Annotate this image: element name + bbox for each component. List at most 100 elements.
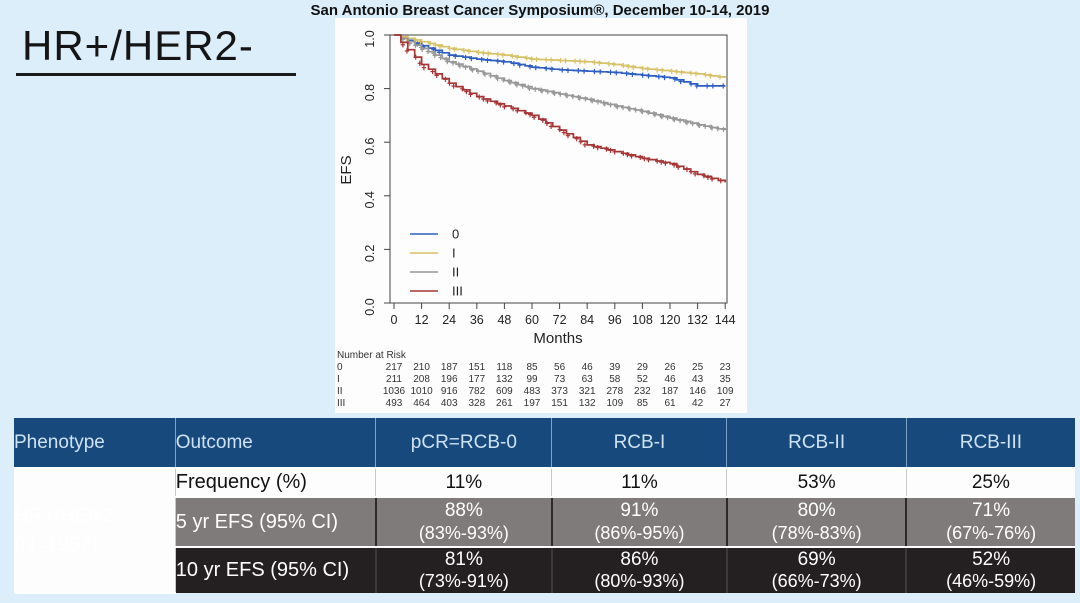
efs5-rcb2-value: 80% <box>797 500 836 522</box>
header-rcb1: RCB-I <box>551 418 728 469</box>
efs5-rcb2: 80% (78%-83%) <box>726 497 908 548</box>
plot-box <box>389 34 728 304</box>
risk-value: 109 <box>717 386 734 397</box>
x-tick-label: 132 <box>687 313 708 327</box>
risk-value: 211 <box>386 374 402 385</box>
efs10-rcb1: 86% (80%-93%) <box>551 547 728 593</box>
efs10-rcb1-ci: (80%-93%) <box>594 571 685 592</box>
header-phenotype: Phenotype <box>14 418 176 469</box>
y-tick-label: 0.0 <box>363 298 377 315</box>
header-rcb2: RCB-II <box>726 418 907 469</box>
risk-value: 27 <box>720 398 732 409</box>
efs5-rcb0-ci: (83%-93%) <box>418 522 509 543</box>
risk-value: 151 <box>551 398 568 409</box>
risk-value: 52 <box>637 374 649 385</box>
efs5-rcb3-ci: (67%-76%) <box>946 522 1037 543</box>
risk-value: 73 <box>554 374 566 385</box>
frequency-label: Frequency (%) <box>175 468 377 498</box>
efs5-row: 5 yr EFS (95% CI) 88% (83%-93%) 91% (86%… <box>14 497 1075 548</box>
frequency-rcb3: 25% <box>906 468 1075 498</box>
risk-value: 25 <box>692 362 704 373</box>
risk-value: 609 <box>496 386 513 397</box>
legend-label-I: I <box>452 246 456 261</box>
risk-value: 328 <box>468 398 485 409</box>
risk-value: 210 <box>413 362 430 373</box>
efs5-rcb1-value: 91% <box>620 500 659 522</box>
risk-value: 85 <box>637 398 649 409</box>
risk-value: 99 <box>526 374 538 385</box>
efs5-rcb2-ci: (78%-83%) <box>771 522 862 543</box>
risk-value: 39 <box>609 362 621 373</box>
page-title: HR+/HER2- <box>22 22 254 69</box>
risk-value: 196 <box>441 374 458 385</box>
risk-value: 403 <box>441 398 458 409</box>
y-tick-label: 0.8 <box>363 84 377 101</box>
symposium-header: San Antonio Breast Cancer Symposium®, De… <box>310 2 770 19</box>
risk-value: 43 <box>692 374 704 385</box>
legend-label-0: 0 <box>452 227 459 242</box>
efs10-rcb2: 69% (66%-73%) <box>726 547 908 593</box>
y-tick-label: 1.0 <box>363 30 377 47</box>
risk-value: 464 <box>413 398 430 409</box>
risk-value: 321 <box>579 386 596 397</box>
efs10-rcb3-ci: (46%-59%) <box>946 571 1037 592</box>
efs10-rcb0: 81% (73%-91%) <box>375 547 553 593</box>
frequency-row: HR+/HER2- (N=1957) Frequency (%) 11% 11%… <box>14 468 1075 594</box>
header-rcb3: RCB-III <box>906 418 1075 469</box>
efs5-rcb1: 91% (86%-95%) <box>551 497 728 548</box>
rcb-outcome-table: Phenotype Outcome pCR=RCB-0 RCB-I RCB-II… <box>14 418 1075 594</box>
phenotype-line1: HR+/HER2- <box>14 504 121 527</box>
efs10-rcb3-value: 52% <box>972 548 1011 570</box>
x-tick-label: 144 <box>715 313 736 327</box>
risk-value: 63 <box>582 374 594 385</box>
efs5-rcb3-value: 71% <box>972 500 1011 522</box>
risk-value: 493 <box>386 398 403 409</box>
risk-value: 217 <box>386 362 403 373</box>
km-curve-III <box>394 34 727 183</box>
x-axis-label: Months <box>533 330 582 347</box>
risk-value: 146 <box>689 386 706 397</box>
risk-value: 132 <box>496 374 513 385</box>
risk-value: 46 <box>664 374 676 385</box>
efs5-label: 5 yr EFS (95% CI) <box>175 497 377 548</box>
risk-value: 61 <box>664 398 676 409</box>
x-tick-label: 12 <box>415 313 429 327</box>
risk-value: 197 <box>524 398 541 409</box>
frequency-rcb2: 53% <box>726 468 907 498</box>
efs10-rcb2-value: 69% <box>797 548 836 570</box>
risk-value: 261 <box>496 398 513 409</box>
risk-value: 232 <box>634 386 651 397</box>
x-tick-label: 96 <box>608 313 622 327</box>
risk-value: 29 <box>637 362 649 373</box>
risk-value: 177 <box>468 374 485 385</box>
efs5-rcb0: 88% (83%-93%) <box>375 497 553 548</box>
x-tick-label: 60 <box>525 313 539 327</box>
header-outcome: Outcome <box>175 418 377 469</box>
risk-value: 58 <box>609 374 621 385</box>
km-chart-panel: 0.0 0.2 0.4 0.6 0.8 1.0 EFS 0 12 24 36 48 60 72 84 96 10… <box>335 18 747 413</box>
legend-label-III: III <box>452 284 463 299</box>
efs10-label: 10 yr EFS (95% CI) <box>175 547 377 593</box>
efs10-rcb1-value: 86% <box>620 548 659 570</box>
risk-value: 26 <box>664 362 676 373</box>
risk-value: 208 <box>413 374 430 385</box>
risk-value: 85 <box>526 362 538 373</box>
x-tick-label: 48 <box>497 313 511 327</box>
x-tick-label: 72 <box>553 313 567 327</box>
efs10-rcb0-value: 81% <box>444 548 483 570</box>
risk-value: 916 <box>441 386 458 397</box>
efs5-rcb0-value: 88% <box>444 500 483 522</box>
risk-value: 1010 <box>410 386 433 397</box>
phenotype-line2: (N=1957) <box>14 533 98 556</box>
risk-value: 132 <box>579 398 596 409</box>
risk-value: 1036 <box>383 386 406 397</box>
risk-value: 109 <box>606 398 623 409</box>
risk-value: 118 <box>496 362 512 373</box>
number-at-risk-label: Number at Risk <box>337 350 407 361</box>
y-tick-label: 0.4 <box>363 191 377 208</box>
efs5-rcb1-ci: (86%-95%) <box>594 522 685 543</box>
frequency-rcb1: 11% <box>551 468 728 498</box>
risk-value: 278 <box>606 386 623 397</box>
km-survival-chart: 0.0 0.2 0.4 0.6 0.8 1.0 EFS 0 12 24 36 48 60 72 84 96 10… <box>337 30 736 409</box>
x-tick-label: 0 <box>391 313 398 327</box>
